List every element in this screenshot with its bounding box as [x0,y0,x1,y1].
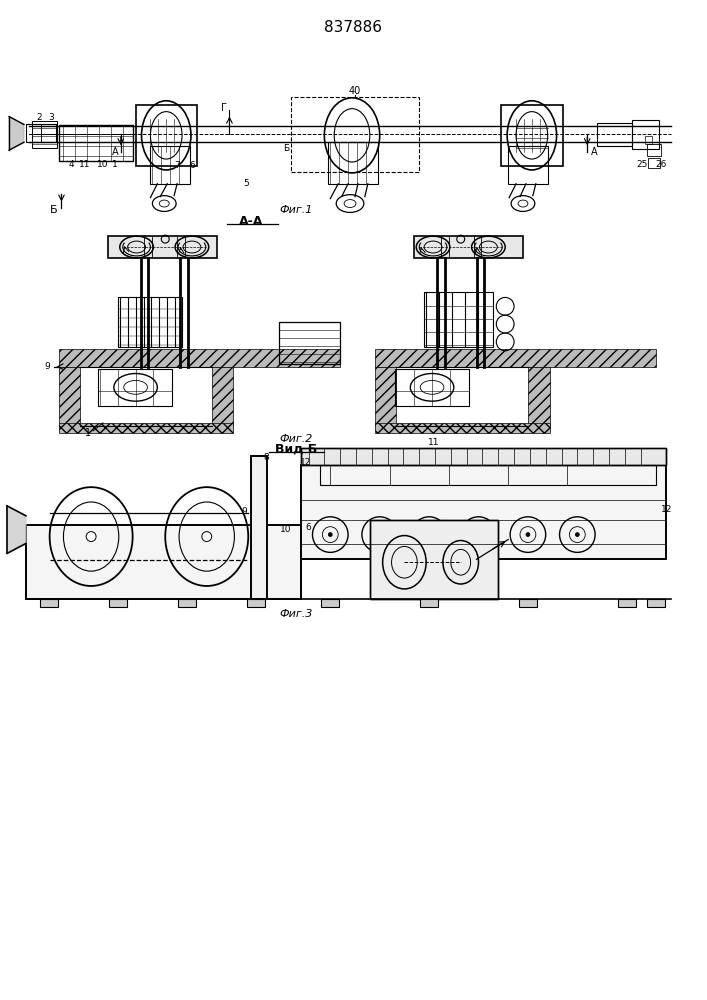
Text: А: А [591,147,597,157]
Text: 5: 5 [243,179,249,188]
Text: 6: 6 [305,523,311,532]
Text: 11: 11 [79,160,91,169]
Bar [646,144,661,156]
Bar [98,369,173,406]
Text: 40: 40 [349,86,361,96]
Circle shape [575,533,579,537]
Bar [211,367,233,426]
Text: 11: 11 [428,438,440,447]
Bar [375,367,397,426]
Text: 2: 2 [36,113,42,122]
Text: 25: 25 [636,160,647,169]
Text: 7: 7 [174,161,180,170]
Circle shape [526,533,530,537]
Text: 8: 8 [263,453,269,462]
Circle shape [477,533,481,537]
Text: Фиг.1: Фиг.1 [279,205,312,215]
Bar [59,125,133,161]
Text: 4: 4 [69,160,74,169]
Text: Б: Б [49,205,57,215]
Bar [414,236,523,258]
Bar [26,124,41,142]
Bar [370,520,498,599]
Bar [26,124,56,142]
Bar [501,105,563,166]
Bar [424,292,493,347]
Bar [59,349,340,367]
Bar [40,599,57,607]
Bar [648,158,660,168]
Text: Вид Б: Вид Б [274,442,317,455]
Bar [118,297,182,347]
Bar [618,599,636,607]
Text: 10: 10 [98,160,109,169]
Text: 9: 9 [241,507,247,516]
Bar [178,599,196,607]
Circle shape [328,533,332,537]
Bar [375,349,656,367]
Text: 26: 26 [655,160,667,169]
Bar [300,448,666,465]
Text: 10: 10 [280,525,291,534]
Text: А-А: А-А [239,215,264,228]
Bar [109,599,127,607]
Text: Фиг.3: Фиг.3 [279,609,312,619]
Bar [322,599,339,607]
Text: 12: 12 [660,505,672,514]
Bar [395,369,469,406]
Text: 1: 1 [85,428,91,438]
Bar [59,367,81,426]
Circle shape [86,532,96,542]
Bar [370,520,498,599]
Polygon shape [7,506,26,553]
Bar [291,97,419,172]
Bar [251,456,267,599]
Text: А: А [112,147,118,157]
Bar [300,465,666,559]
Bar [251,456,267,599]
Text: 1: 1 [112,160,118,169]
Text: 6: 6 [189,161,195,170]
Bar [41,124,56,142]
Bar [247,599,265,607]
Text: 837886: 837886 [324,20,382,35]
Circle shape [378,533,382,537]
Bar [597,123,631,146]
Bar [279,322,340,364]
Bar [59,423,233,433]
Polygon shape [9,117,24,150]
Bar [631,120,660,149]
Bar [320,465,656,485]
Bar [32,121,57,148]
Text: 12: 12 [300,458,311,467]
Text: 3: 3 [49,113,54,122]
Bar [528,367,549,426]
Text: 9: 9 [45,362,50,371]
Bar [151,146,190,184]
Bar [508,146,548,184]
Bar [300,465,666,559]
Text: Б: Б [283,144,289,153]
Text: Фиг.2: Фиг.2 [279,434,312,444]
Bar [645,136,653,144]
Bar [375,423,549,433]
Circle shape [201,532,211,542]
Bar [300,448,666,465]
Bar [648,599,665,607]
Bar [136,105,197,166]
Bar [26,525,300,599]
Bar [26,525,300,599]
Bar [519,599,537,607]
Text: Г: Г [221,103,226,113]
Bar [328,142,378,184]
Bar [108,236,216,258]
Bar [420,599,438,607]
Circle shape [427,533,431,537]
